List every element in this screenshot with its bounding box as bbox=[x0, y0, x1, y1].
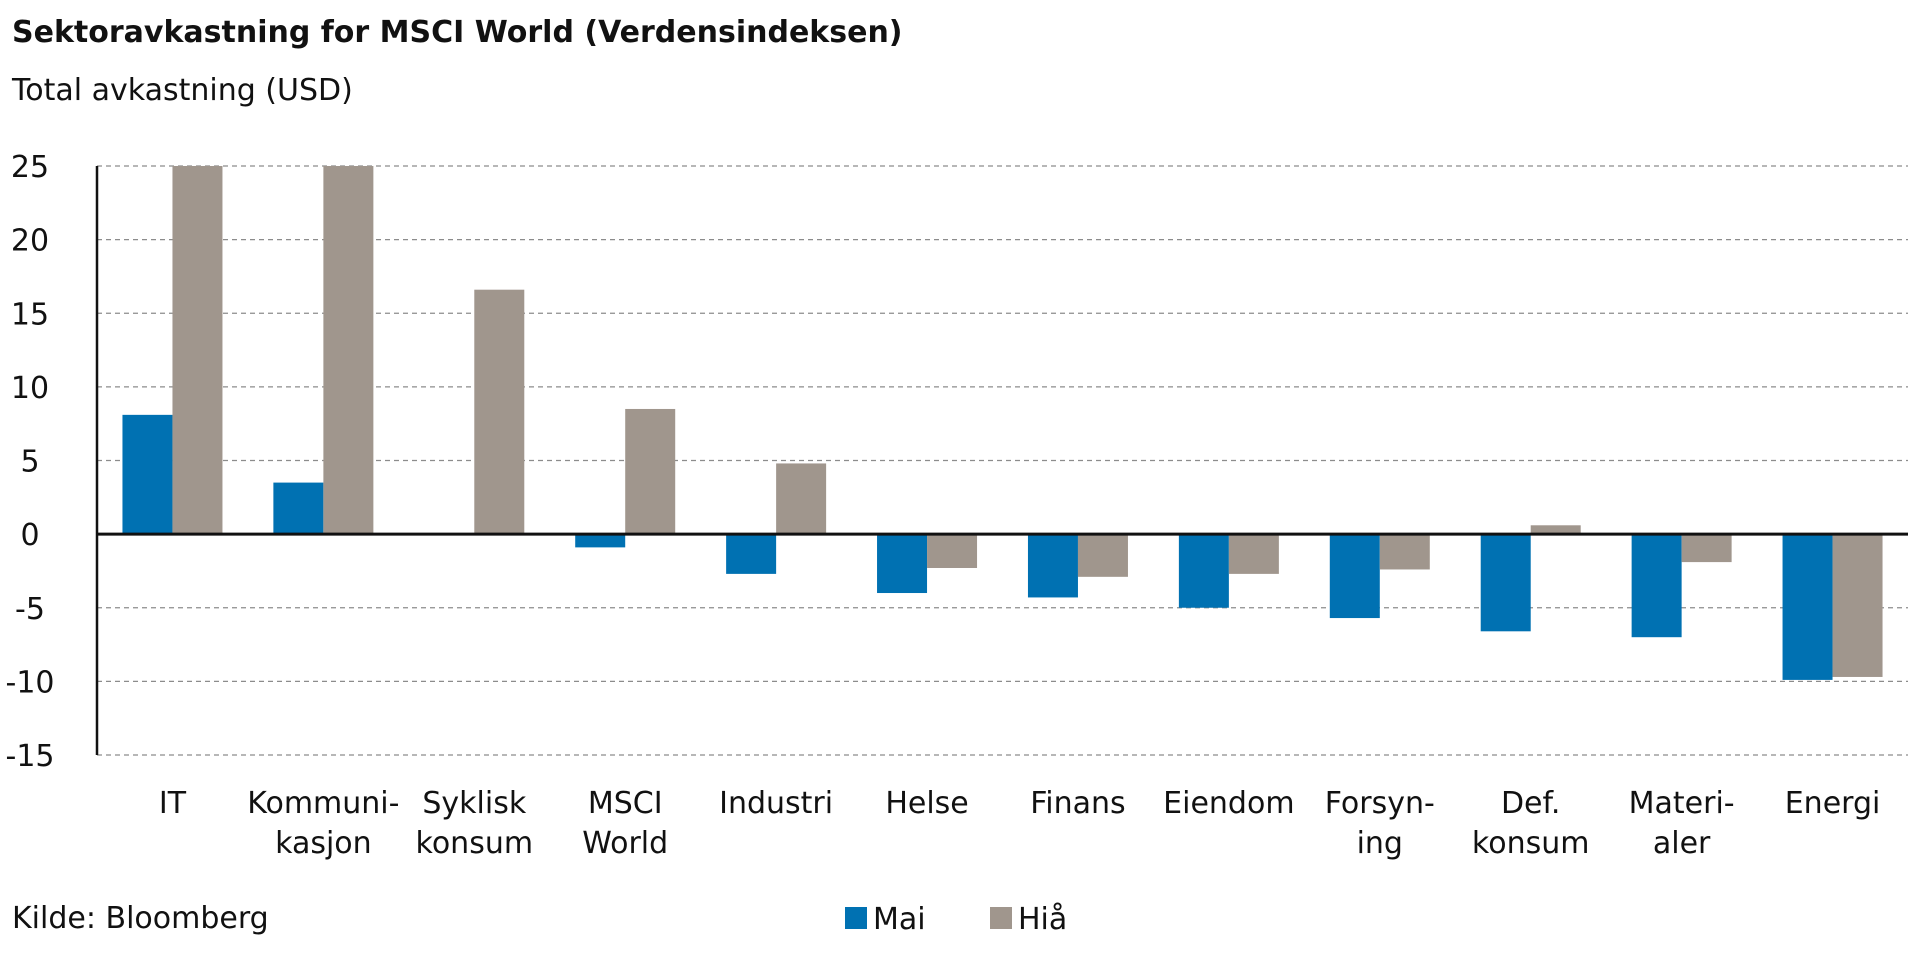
gridlines bbox=[97, 165, 1908, 756]
bar-mai bbox=[1329, 534, 1380, 619]
bar-hia bbox=[927, 534, 978, 568]
bar-mai bbox=[575, 534, 626, 548]
y-tick-label: -10 bbox=[6, 665, 55, 700]
bar-hia bbox=[474, 289, 525, 535]
y-tick-label: 20 bbox=[11, 224, 49, 259]
bar-mai bbox=[273, 482, 324, 535]
x-category-label: Def. konsum bbox=[1472, 786, 1590, 861]
bar-mai bbox=[1027, 534, 1078, 598]
x-category-label: Industri bbox=[719, 786, 833, 821]
bar-mai bbox=[726, 534, 777, 574]
bar-mai bbox=[122, 414, 173, 535]
x-category-label: Eiendom bbox=[1163, 786, 1294, 821]
bar-hia bbox=[625, 408, 676, 535]
y-tick-label: 5 bbox=[20, 445, 39, 480]
bar-hia bbox=[1228, 534, 1279, 574]
bar-hia bbox=[1379, 534, 1430, 570]
x-category-label: MSCI World bbox=[582, 786, 668, 861]
x-category-label: Energi bbox=[1785, 786, 1881, 821]
bar-hia bbox=[172, 166, 223, 535]
x-category-label: Helse bbox=[885, 786, 968, 821]
y-tick-label: 10 bbox=[11, 371, 49, 406]
bar-hia bbox=[323, 166, 374, 535]
legend-swatch-hia bbox=[990, 907, 1012, 929]
y-tick-label: 0 bbox=[20, 518, 39, 553]
bars bbox=[122, 166, 1883, 680]
bar-mai bbox=[1631, 534, 1682, 638]
y-tick-label: -15 bbox=[6, 739, 55, 774]
bar-hia bbox=[1832, 534, 1883, 677]
bar-hia bbox=[776, 463, 827, 535]
y-tick-label: 15 bbox=[11, 297, 49, 332]
bar-mai bbox=[1782, 534, 1833, 680]
bar-hia bbox=[1530, 525, 1581, 535]
bar-mai bbox=[1480, 534, 1531, 632]
x-category-label: Forsyn-ing bbox=[1325, 786, 1435, 861]
legend-swatch-mai bbox=[845, 907, 867, 929]
x-category-label: Kommuni-kasjon bbox=[247, 786, 399, 861]
x-category-label: Syklisk konsum bbox=[416, 786, 534, 861]
bar-hia bbox=[1077, 534, 1128, 577]
bar-mai bbox=[877, 534, 928, 594]
bar-mai bbox=[1178, 534, 1229, 608]
x-category-label: Materi-aler bbox=[1629, 786, 1735, 861]
y-tick-label: -5 bbox=[15, 592, 45, 627]
y-tick-label: 25 bbox=[11, 150, 49, 185]
bar-hia bbox=[1681, 534, 1732, 563]
y-axis-tick-labels: 25 20 15 10 5 0 -5 -10 -15 bbox=[6, 150, 55, 774]
legend-label-mai: Mai bbox=[873, 902, 926, 937]
source-note: Kilde: Bloomberg bbox=[12, 901, 269, 936]
chart-subtitle: Total avkastning (USD) bbox=[11, 73, 353, 108]
x-category-label: Finans bbox=[1030, 786, 1125, 821]
legend: Mai Hiå bbox=[845, 902, 1067, 937]
legend-label-hia: Hiå bbox=[1018, 902, 1067, 937]
chart-title: Sektoravkastning for MSCI World (Verdens… bbox=[12, 15, 903, 50]
x-category-label: IT bbox=[159, 786, 187, 821]
